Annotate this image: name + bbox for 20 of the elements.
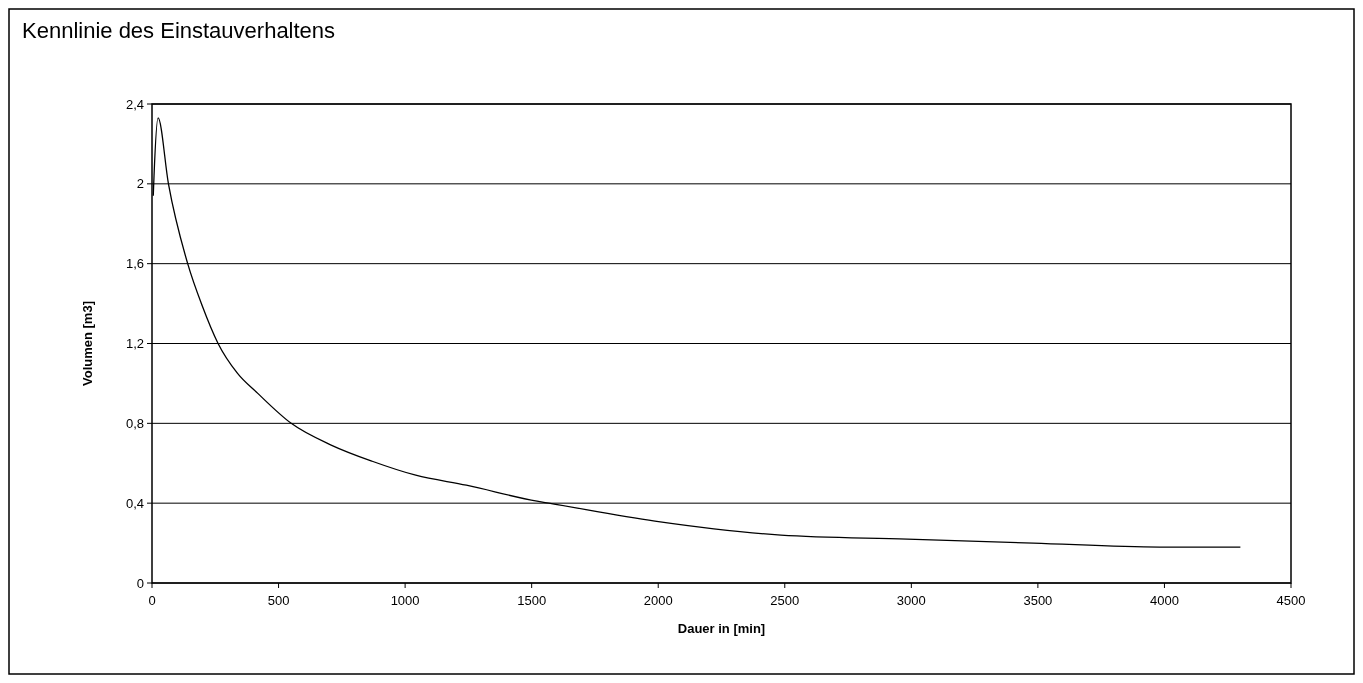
x-tick-label: 3500 — [1023, 593, 1053, 608]
x-tick-label: 2500 — [770, 593, 800, 608]
chart-title: Kennlinie des Einstauverhaltens — [22, 18, 336, 43]
y-tick-label: 0,4 — [125, 495, 144, 511]
y-tick-label: 2 — [136, 176, 144, 192]
y-tick-label: 0 — [136, 575, 144, 591]
y-tick-label: 2,4 — [125, 96, 144, 112]
y-tick-label: 0,8 — [125, 415, 144, 431]
x-tick-label: 4500 — [1276, 593, 1306, 608]
x-axis-title: Dauer in [min] — [677, 621, 766, 636]
x-tick-label: 0 — [148, 593, 156, 608]
y-tick-label: 1,6 — [125, 256, 144, 272]
x-tick-label: 1500 — [517, 593, 547, 608]
y-tick-label: 1,2 — [125, 336, 144, 352]
x-tick-label: 4000 — [1149, 593, 1179, 608]
y-axis-title: Volumen [m3] — [80, 301, 95, 386]
x-tick-label: 2000 — [643, 593, 673, 608]
x-tick-label: 500 — [267, 593, 290, 608]
x-tick-label: 3000 — [896, 593, 926, 608]
x-tick-label: 1000 — [390, 593, 420, 608]
